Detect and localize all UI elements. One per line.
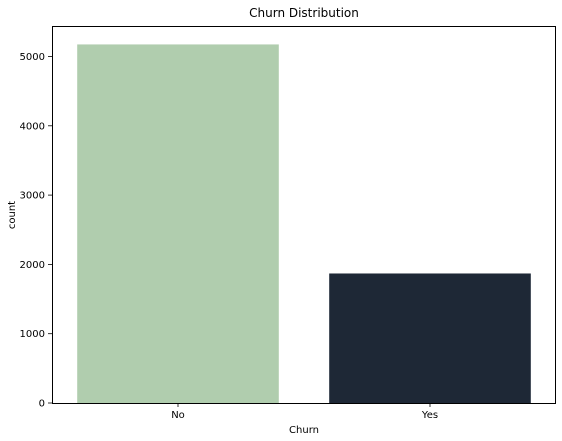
- x-tick-label: No: [171, 410, 185, 421]
- y-tick-label: 0: [39, 399, 45, 410]
- bar-no: [77, 44, 279, 404]
- y-tick-label: 5000: [20, 52, 45, 63]
- chart-title: Churn Distribution: [249, 6, 359, 20]
- y-axis-label: count: [7, 201, 18, 229]
- bar-yes: [329, 273, 531, 403]
- x-axis-ticks: No Yes: [171, 403, 438, 421]
- y-tick-label: 2000: [20, 260, 45, 271]
- y-tick-label: 3000: [20, 191, 45, 202]
- y-tick-label: 4000: [20, 121, 45, 132]
- bars-group: [77, 44, 531, 404]
- y-tick-label: 1000: [20, 329, 45, 340]
- axes-frame: [52, 26, 556, 404]
- x-tick-label: Yes: [421, 410, 438, 421]
- x-axis-label: Churn: [289, 425, 319, 436]
- y-axis-ticks: 0 1000 2000 3000 4000 5000: [20, 52, 52, 410]
